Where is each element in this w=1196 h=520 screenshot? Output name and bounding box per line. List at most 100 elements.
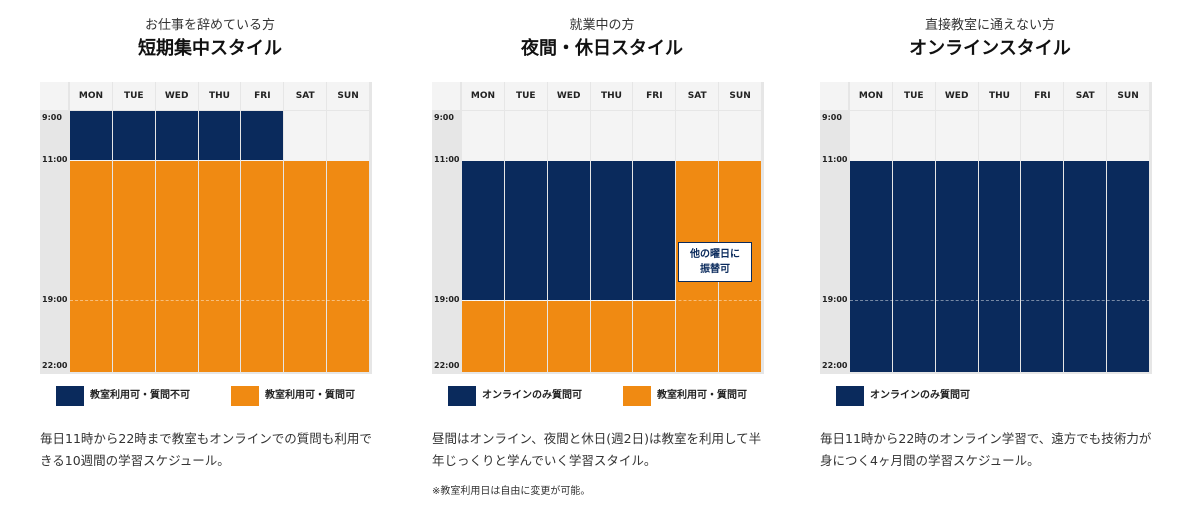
- day-header: MON: [850, 82, 892, 110]
- legend-swatch: [623, 386, 651, 406]
- legend-swatch: [231, 386, 259, 406]
- legend-item: 教室利用可・質問不可: [56, 386, 226, 406]
- grid-corner: [820, 82, 848, 110]
- day-header: MON: [462, 82, 504, 110]
- style-title: オンラインスタイル: [909, 38, 1071, 59]
- legend-swatch: [448, 386, 476, 406]
- schedule-block-classroom-no-question: [198, 111, 241, 160]
- legend-item: 教室利用可・質問可: [623, 386, 793, 406]
- legend-label: 教室利用可・質問可: [265, 390, 355, 401]
- day-header: TUE: [112, 82, 155, 110]
- schedule-block-online-question: [935, 161, 978, 372]
- schedule-legend: オンラインのみ質問可: [836, 386, 1156, 406]
- day-header: TUE: [504, 82, 547, 110]
- schedule-block-classroom-question: [327, 161, 370, 372]
- day-header: SUN: [719, 82, 762, 110]
- schedule-block-classroom-question: [284, 161, 327, 372]
- schedule-block-online-question: [978, 161, 1021, 372]
- day-header: TUE: [892, 82, 935, 110]
- day-header: MON: [70, 82, 112, 110]
- schedule-block-classroom-question: [198, 161, 241, 372]
- schedule-legend: オンラインのみ質問可 教室利用可・質問可: [448, 386, 768, 406]
- time-label: 11:00: [434, 155, 460, 164]
- schedule-block-online-question: [633, 161, 676, 300]
- day-header: WED: [935, 82, 978, 110]
- day-header: THU: [978, 82, 1021, 110]
- legend-swatch: [56, 386, 84, 406]
- day-header: SAT: [1064, 82, 1107, 110]
- schedule-block-classroom-question: [547, 301, 590, 372]
- day-header: SUN: [1107, 82, 1150, 110]
- time-label: 22:00: [434, 361, 460, 370]
- day-header: THU: [590, 82, 633, 110]
- day-header: WED: [155, 82, 198, 110]
- schedule-block-classroom-question: [590, 301, 633, 372]
- schedule-block-classroom-question: [504, 301, 547, 372]
- callout-line: 他の曜日に: [690, 249, 740, 260]
- schedule-block-online-question: [590, 161, 633, 300]
- schedule-block-online-question: [1107, 161, 1150, 372]
- time-label: 22:00: [42, 361, 68, 370]
- style-title: 短期集中スタイル: [138, 38, 282, 59]
- schedule-block-classroom-question: [633, 301, 676, 372]
- schedule-block-online-question: [504, 161, 547, 300]
- legend-label: 教室利用可・質問不可: [90, 390, 190, 401]
- schedule-block-classroom-no-question: [70, 111, 112, 160]
- grid-corner: [432, 82, 460, 110]
- schedule-block-classroom-no-question: [155, 111, 198, 160]
- dashed-guide-19: [850, 300, 1150, 301]
- schedule-block-online-question: [462, 161, 504, 300]
- schedule-block-online-question: [892, 161, 935, 372]
- reschedule-callout: 他の曜日に 振替可: [678, 242, 752, 282]
- day-header: FRI: [241, 82, 284, 110]
- schedule-grid: MON TUE WED THU FRI SAT SUN 9:00 11:00 19:00 22:00…: [432, 82, 764, 374]
- legend-label: 教室利用可・質問可: [657, 390, 747, 401]
- day-header: SUN: [327, 82, 370, 110]
- schedule-block-classroom-question: [155, 161, 198, 372]
- legend-item: 教室利用可・質問可: [231, 386, 401, 406]
- schedule-grid: MON TUE WED THU FRI SAT SUN 9:00 11:00 19:00 22:00: [820, 82, 1152, 374]
- style-description: 毎日11時から22時のオンライン学習で、遠方でも技術力が身につく4ヶ月間の学習ス…: [820, 431, 1152, 468]
- schedule-block-classroom-question: [241, 161, 284, 372]
- schedule-grid: MON TUE WED THU FRI SAT SUN 9:00 11:00 19:00 22:00: [40, 82, 372, 374]
- time-label: 9:00: [42, 113, 62, 122]
- time-label: 19:00: [42, 295, 68, 304]
- time-label: 9:00: [822, 113, 842, 122]
- day-header: WED: [547, 82, 590, 110]
- legend-item: オンラインのみ質問可: [836, 386, 1006, 406]
- style-note: ※教室利用日は自由に変更が可能。: [432, 486, 591, 497]
- day-header: SAT: [284, 82, 327, 110]
- schedule-block-online-question: [850, 161, 892, 372]
- style-description: 昼間はオンライン、夜間と休日(週2日)は教室を利用して半年じっくりと学んでいく学…: [432, 431, 762, 468]
- legend-label: オンラインのみ質問可: [870, 390, 970, 401]
- schedule-block-classroom-question: [70, 161, 112, 372]
- legend-swatch: [836, 386, 864, 406]
- grid-corner: [40, 82, 68, 110]
- time-label: 19:00: [434, 295, 460, 304]
- dashed-guide-19: [70, 300, 370, 301]
- schedule-block-online-question: [547, 161, 590, 300]
- schedule-block-classroom-question: [462, 301, 504, 372]
- time-label: 22:00: [822, 361, 848, 370]
- time-label: 11:00: [822, 155, 848, 164]
- legend-label: オンラインのみ質問可: [482, 390, 582, 401]
- style-subtitle: 就業中の方: [569, 18, 635, 33]
- schedule-legend: 教室利用可・質問不可 教室利用可・質問可: [56, 386, 376, 406]
- schedule-block-classroom-no-question: [112, 111, 155, 160]
- style-subtitle: 直接教室に通えない方: [924, 18, 1055, 33]
- legend-item: オンラインのみ質問可: [448, 386, 618, 406]
- day-header: FRI: [1021, 82, 1064, 110]
- schedule-block-classroom-question: [112, 161, 155, 372]
- dashed-guide-19: [462, 300, 762, 301]
- style-description: 毎日11時から22時まで教室もオンラインでの質問も利用できる10週間の学習スケジ…: [40, 431, 372, 468]
- schedule-block-online-question: [1064, 161, 1107, 372]
- time-label: 11:00: [42, 155, 68, 164]
- time-label: 9:00: [434, 113, 454, 122]
- day-header: SAT: [676, 82, 719, 110]
- day-header: THU: [198, 82, 241, 110]
- day-header: FRI: [633, 82, 676, 110]
- schedule-block-online-question: [1021, 161, 1064, 372]
- time-label: 19:00: [822, 295, 848, 304]
- style-title: 夜間・休日スタイル: [521, 38, 683, 59]
- callout-line: 振替可: [700, 264, 730, 275]
